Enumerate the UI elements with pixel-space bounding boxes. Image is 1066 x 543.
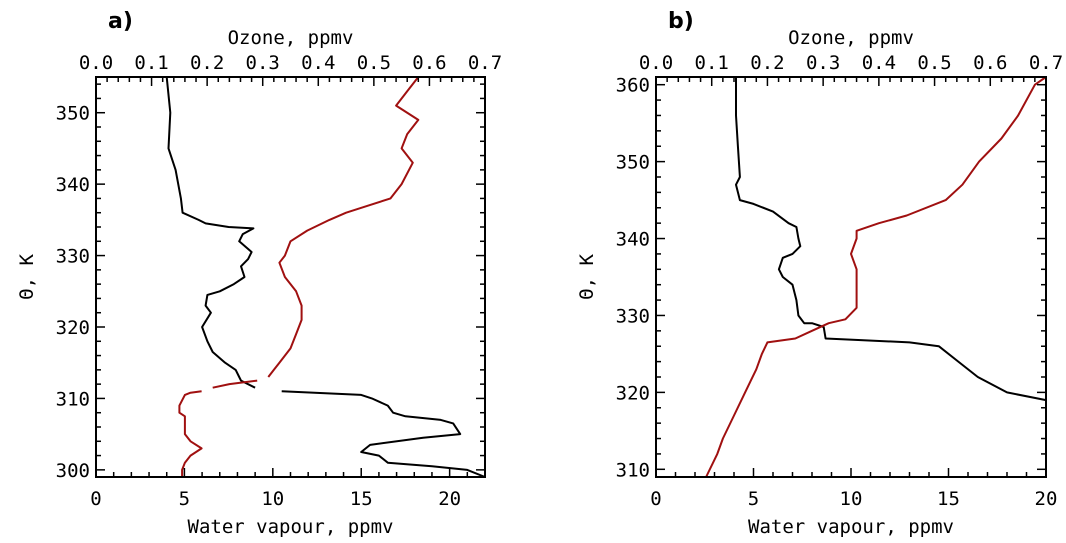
x-axis-title: Water vapour, ppmv (748, 516, 954, 538)
x2-tick-label: 0.0 (79, 52, 113, 74)
y-tick-label: 340 (56, 174, 90, 196)
water-vapour-line-segment (165, 76, 256, 389)
y-axis-title: Θ, K (576, 254, 598, 300)
y-tick-label: 320 (616, 382, 650, 404)
x-tick-label: 5 (179, 488, 190, 510)
ozone-line-segment (212, 379, 258, 389)
y-axis-title: Θ, K (16, 254, 38, 300)
y-tick-label: 300 (56, 460, 90, 482)
y-tick-label: 350 (616, 152, 650, 174)
x2-tick-label: 0.3 (806, 52, 840, 74)
panel-b: 310 320 330 340 350 360 0 5 10 15 20 0.0 0.1 0.2 0.3 0.… (576, 9, 1063, 538)
y-tick-label: 310 (56, 388, 90, 410)
x2-tick-label: 0.3 (246, 52, 280, 74)
ozone-line-segment (178, 390, 203, 477)
x2-tick-label: 0.1 (695, 52, 729, 74)
plot-frame (95, 76, 486, 478)
x-tick-label: 20 (438, 488, 461, 510)
ozone-line-segment (705, 76, 1047, 478)
x-tick-label: 15 (937, 488, 960, 510)
x-tick-label: 5 (748, 488, 759, 510)
x2-tick-label: 0.6 (973, 52, 1007, 74)
water-vapour-line-segment (735, 77, 1047, 402)
x-tick-label: 15 (350, 488, 373, 510)
ozone-line-segment (267, 76, 420, 378)
x2-tick-label: 0.0 (639, 52, 673, 74)
x2-tick-label: 0.5 (917, 52, 951, 74)
x-axis-title: Water vapour, ppmv (188, 516, 394, 538)
x2-tick-label: 0.6 (412, 52, 446, 74)
y-tick-label: 320 (56, 317, 90, 339)
x2-tick-label: 0.2 (190, 52, 224, 74)
x2-axis-title: Ozone, ppmv (788, 27, 914, 49)
panel-a: 300 310 320 330 340 350 0 5 10 15 20 0.0 0.1 0.2 0.3 0.… (16, 9, 502, 538)
y-tick-label: 330 (56, 246, 90, 268)
x-tick-label: 20 (1035, 488, 1058, 510)
x2-tick-label: 0.7 (468, 52, 502, 74)
y-tick-label: 350 (56, 103, 90, 125)
plot-frame (655, 76, 1047, 478)
y-tick-label: 340 (616, 229, 650, 251)
x-tick-label: 0 (90, 488, 101, 510)
x2-tick-label: 0.4 (301, 52, 335, 74)
water-vapour-line-segment (281, 390, 486, 478)
x2-tick-label: 0.4 (862, 52, 896, 74)
x2-tick-label: 0.1 (134, 52, 168, 74)
x-tick-label: 10 (261, 488, 284, 510)
x-tick-label: 0 (650, 488, 661, 510)
x2-tick-label: 0.2 (750, 52, 784, 74)
panel-label: b) (668, 9, 694, 34)
x-tick-label: 10 (840, 488, 863, 510)
x2-axis-title: Ozone, ppmv (228, 27, 354, 49)
x2-tick-label: 0.5 (357, 52, 391, 74)
x2-tick-label: 0.7 (1029, 52, 1063, 74)
panel-label: a) (108, 9, 133, 34)
y-tick-label: 360 (616, 75, 650, 97)
y-tick-label: 310 (616, 459, 650, 481)
y-tick-label: 330 (616, 305, 650, 327)
